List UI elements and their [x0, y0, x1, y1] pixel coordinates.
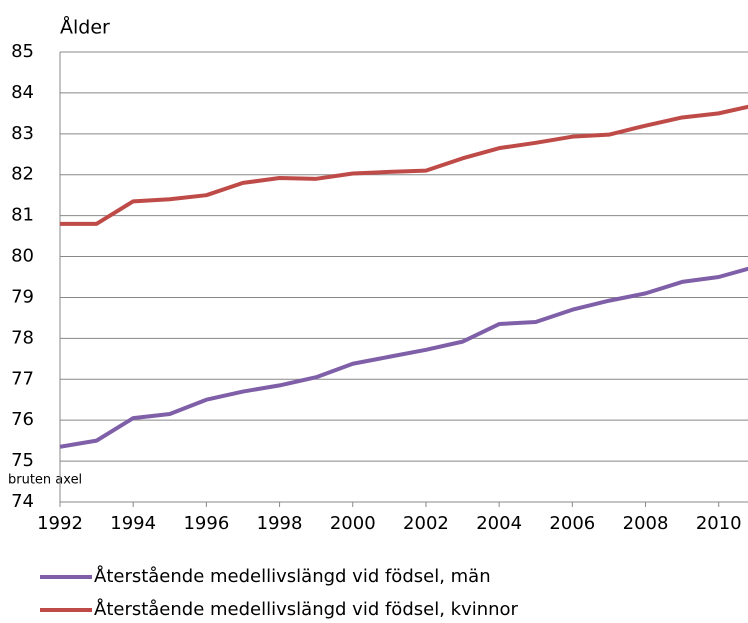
x-tick-label: 2010 — [696, 513, 742, 534]
y-tick-label: 79 — [11, 286, 34, 307]
line-series — [60, 266, 748, 449]
x-tick-label: 2006 — [549, 513, 595, 534]
y-tick-label: 85 — [11, 41, 34, 62]
y-tick-label: 75 — [11, 450, 34, 471]
x-tick-label: 1998 — [257, 513, 303, 534]
x-tick-label: 2008 — [623, 513, 669, 534]
y-tick-label: 82 — [11, 164, 34, 185]
x-tick-label: 2002 — [403, 513, 449, 534]
y-tick-label: 81 — [11, 205, 34, 226]
y-tick-label: 77 — [11, 368, 34, 389]
legend-label: Återstående medellivslängd vid födsel, k… — [94, 598, 519, 620]
y-tick-label: 76 — [11, 409, 34, 430]
x-tick-label: 2004 — [476, 513, 522, 534]
y-tick-label: 80 — [11, 246, 34, 267]
x-tick-label: 1994 — [110, 513, 156, 534]
legend-label: Återstående medellivslängd vid födsel, m… — [94, 565, 491, 587]
y-tick-label: 78 — [11, 327, 34, 348]
annotation: bruten axel — [8, 473, 82, 488]
y-tick-label: 74 — [11, 491, 34, 512]
y-axis-label: Ålder — [60, 16, 110, 39]
plot-area — [60, 104, 748, 449]
x-tick-label: 1992 — [37, 513, 83, 534]
x-tick-label: 1996 — [183, 513, 229, 534]
y-tick-label: 84 — [11, 82, 34, 103]
y-tick-label: 83 — [11, 123, 34, 144]
x-tick-label: 2000 — [330, 513, 376, 534]
line-series — [60, 104, 748, 226]
